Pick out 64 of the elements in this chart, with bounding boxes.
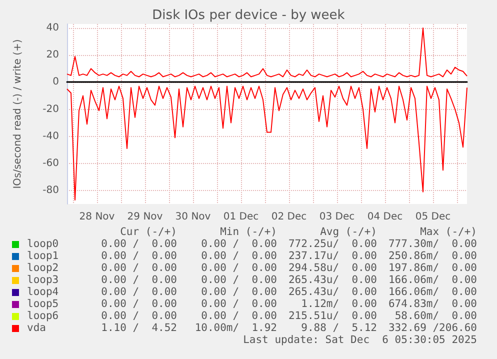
text: 0.00 / 0.00 <box>200 310 277 322</box>
y-tick-label: -80 <box>42 184 59 196</box>
line-series <box>66 28 468 78</box>
text: 10.00m/ 1.92 <box>194 322 277 334</box>
x-tick-label: 02 Dec <box>271 212 307 222</box>
x-tick-label: 30 Nov <box>175 212 211 222</box>
y-tick-label: -20 <box>42 104 59 115</box>
x-tick-label: 29 Nov <box>127 212 163 222</box>
y-axis-title: IOs/second read (-) / write (+) <box>12 39 24 189</box>
text: Min (-/+) <box>219 226 277 238</box>
x-tick-label: 28 Nov <box>79 212 115 222</box>
text: Avg (-/+) <box>319 226 377 238</box>
text: 265.43u/ 0.00 <box>287 286 377 298</box>
text: 0.00 / 0.00 <box>200 250 277 262</box>
y-tick-label: -40 <box>42 130 59 142</box>
text: 58.60m/ 0.00 <box>394 310 477 322</box>
legend-label: loop1 <box>27 250 59 262</box>
text: 166.06m/ 0.00 <box>387 274 477 286</box>
legend-label: vda <box>27 322 46 334</box>
text: 0.00 / 0.00 <box>200 274 277 286</box>
x-tick-label: 01 Dec <box>223 212 259 222</box>
text: 0.00 / 0.00 <box>100 262 177 274</box>
text: 0.00 / 0.00 <box>200 262 277 274</box>
legend-label: loop6 <box>27 310 59 322</box>
text: Last update: Sat Dec 6 05:30:05 2025 <box>242 334 477 346</box>
text: 0.00 / 0.00 <box>100 298 177 310</box>
text: 772.25u/ 0.00 <box>287 238 377 250</box>
text: 294.58u/ 0.00 <box>287 262 377 274</box>
y-tick-label: -60 <box>42 158 59 169</box>
text: 0.00 / 0.00 <box>200 286 277 298</box>
x-tick-label: 05 Dec <box>415 212 451 222</box>
text: 265.43u/ 0.00 <box>287 274 377 286</box>
text: 237.17u/ 0.00 <box>287 250 377 262</box>
legend-label: loop0 <box>27 238 59 250</box>
text: 0.00 / 0.00 <box>200 298 277 310</box>
legend-label: loop4 <box>27 286 59 298</box>
text: 674.83m/ 0.00 <box>387 298 477 310</box>
text: 0.00 / 0.00 <box>100 238 177 250</box>
text: Max (-/+) <box>419 226 477 238</box>
text: 0.00 / 0.00 <box>100 274 177 286</box>
text: 166.06m/ 0.00 <box>387 286 477 298</box>
text: 1.10 / 4.52 <box>100 322 177 334</box>
text: 332.69 /206.60 <box>387 322 477 334</box>
text: 9.88 / 5.12 <box>300 322 377 334</box>
text: 215.51u/ 0.00 <box>287 310 377 322</box>
legend-label: loop2 <box>27 262 59 274</box>
legend-label: loop5 <box>27 298 59 310</box>
text: 197.86m/ 0.00 <box>387 262 477 274</box>
text: 0.00 / 0.00 <box>200 238 277 250</box>
chart-title: Disk IOs per device - by week <box>152 8 346 23</box>
y-tick-label: 0 <box>52 76 59 88</box>
y-tick-label: 20 <box>46 50 59 61</box>
legend-label: loop3 <box>27 274 59 286</box>
text: Cur (-/+) <box>119 226 177 238</box>
text: 0.00 / 0.00 <box>100 310 177 322</box>
x-tick-label: 04 Dec <box>367 212 403 222</box>
x-tick-label: 03 Dec <box>319 212 355 222</box>
text: 0.00 / 0.00 <box>100 286 177 298</box>
y-tick-label: 40 <box>46 22 59 34</box>
text: 0.00 / 0.00 <box>100 250 177 262</box>
text: 250.86m/ 0.00 <box>387 250 477 262</box>
text: 1.12m/ 0.00 <box>300 298 377 310</box>
text: 777.30m/ 0.00 <box>387 238 477 250</box>
line-series <box>66 86 468 200</box>
